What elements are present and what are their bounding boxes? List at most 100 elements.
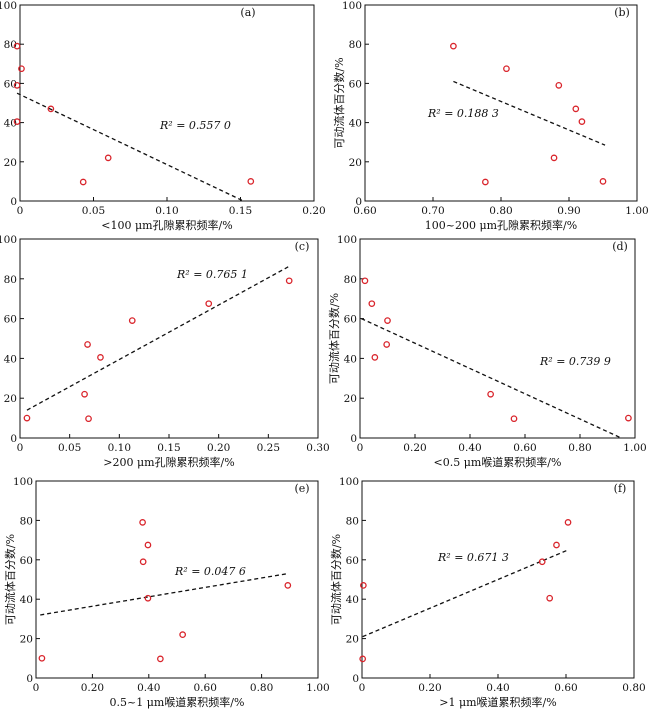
- y-tick-label: 20: [344, 393, 357, 405]
- y-tick-label: 40: [346, 594, 359, 606]
- x-tick-label: 0: [359, 682, 366, 694]
- data-point: [13, 82, 21, 89]
- data-point: [546, 594, 554, 602]
- y-tick-label: 60: [4, 314, 17, 326]
- x-tick-label: 0.30: [306, 442, 329, 454]
- y-tick-label: 80: [349, 39, 362, 51]
- x-tick-label: 0.40: [137, 682, 160, 694]
- data-point: [81, 390, 88, 398]
- x-axis-title: 0.5~1 μm喉道累积频率/%: [110, 695, 245, 709]
- x-tick-label: 0.05: [58, 442, 81, 454]
- x-tick-label: 0.40: [458, 442, 481, 454]
- data-point: [157, 655, 164, 663]
- y-tick-label: 100: [337, 234, 357, 246]
- x-tick-label: 0.60: [353, 205, 376, 217]
- y-axis-title: 可动流体百分数/%: [0, 57, 1, 148]
- y-tick-label: 80: [4, 274, 17, 286]
- y-tick-label: 100: [339, 476, 359, 488]
- y-tick-label: 0: [26, 673, 33, 685]
- chart-panel-4: 0 0.20 0.40 0.60 0.80 1.00 0 20 40 60 80 100 <0.5 μm…: [327, 234, 647, 469]
- y-tick-label: 100: [342, 0, 362, 12]
- y-tick-label: 40: [4, 353, 17, 365]
- y-tick-label: 20: [349, 157, 362, 169]
- y-tick-label: 100: [0, 0, 17, 12]
- y-tick-label: 60: [20, 555, 33, 567]
- trend-line: [16, 92, 244, 202]
- chart-panel-5: 0 0.20 0.40 0.60 0.80 1.00 0 20 40 60 80 100 0.5~1 μ…: [3, 476, 330, 709]
- r-squared-label: R² = 0.188 3: [427, 107, 499, 120]
- plot-frame: [35, 480, 319, 679]
- y-axis-title: 可动流体百分数/%: [329, 534, 343, 625]
- data-point: [503, 65, 510, 73]
- data-point: [128, 317, 136, 324]
- chart-panel-3: 0 0.05 0.10 0.15 0.20 0.25 0.30 0 20 40 60 80 100 >20…: [0, 234, 330, 469]
- x-tick-label: 0.15: [157, 442, 180, 454]
- y-tick-label: 40: [344, 353, 357, 365]
- plot-frame: [19, 4, 315, 202]
- data-point: [368, 300, 376, 308]
- plot-frame: [364, 4, 638, 202]
- x-tick-label: 0.20: [403, 442, 426, 454]
- plot-frame: [19, 238, 319, 439]
- data-point: [550, 154, 558, 162]
- y-tick-label: 0: [352, 673, 359, 685]
- x-tick-label: 0: [17, 442, 24, 454]
- x-tick-label: 0.10: [155, 205, 178, 217]
- trend-line: [40, 572, 288, 616]
- x-tick-label: 0.90: [557, 205, 580, 217]
- x-tick-label: 0.80: [622, 682, 645, 694]
- chart-panel-2: 0.60 0.70 0.80 0.90 1.00 0 20 40 60 80 100 100~200 …: [332, 0, 649, 232]
- y-tick-label: 60: [4, 78, 17, 90]
- data-point: [360, 582, 367, 589]
- y-tick-label: 80: [20, 515, 33, 527]
- data-point: [538, 558, 546, 566]
- y-tick-label: 20: [346, 634, 359, 646]
- data-point: [285, 277, 293, 285]
- data-point: [18, 65, 25, 73]
- y-tick-label: 40: [349, 118, 362, 130]
- chart-panel-1: 0 0.05 0.10 0.15 0.20 0 20 40 60 80 100 <100 μm孔隙累积…: [0, 0, 326, 232]
- data-point: [247, 178, 255, 185]
- data-point: [625, 414, 632, 422]
- x-tick-label: 0.60: [194, 682, 217, 694]
- x-tick-label: 0: [17, 205, 24, 217]
- panel-label: (b): [614, 6, 630, 19]
- x-tick-label: 1.00: [623, 442, 646, 454]
- x-tick-label: 0.25: [257, 442, 280, 454]
- r-squared-label: R² = 0.557 0: [159, 119, 231, 132]
- data-point: [23, 414, 31, 422]
- x-tick-label: 0.60: [554, 682, 577, 694]
- x-tick-label: 0.80: [568, 442, 591, 454]
- data-point: [104, 154, 112, 162]
- y-tick-label: 60: [349, 78, 362, 90]
- y-axis-title: 可动流体百分数/%: [3, 534, 17, 625]
- data-point: [510, 415, 518, 423]
- data-point: [564, 519, 572, 526]
- y-tick-label: 100: [0, 234, 17, 246]
- r-squared-label: R² = 0.671 3: [437, 551, 509, 564]
- panel-label: (e): [294, 482, 309, 495]
- trend-line: [361, 318, 622, 439]
- data-point: [383, 341, 391, 348]
- x-tick-label: 0.20: [418, 682, 441, 694]
- plot-frame: [361, 480, 635, 679]
- trend-line: [362, 549, 569, 638]
- y-tick-label: 20: [4, 393, 17, 405]
- x-tick-label: 0.20: [302, 205, 325, 217]
- data-point: [384, 317, 391, 324]
- x-axis-title: <0.5 μm喉道累积频率/%: [434, 455, 562, 469]
- x-tick-label: 0.60: [513, 442, 536, 454]
- y-tick-label: 40: [20, 594, 33, 606]
- data-point: [599, 178, 607, 185]
- y-tick-label: 80: [346, 515, 359, 527]
- x-tick-label: 0: [357, 442, 364, 454]
- data-point: [47, 105, 55, 113]
- data-point: [578, 118, 586, 125]
- panel-label: (d): [612, 240, 628, 253]
- y-tick-label: 20: [4, 157, 17, 169]
- data-point: [450, 42, 457, 50]
- r-squared-label: R² = 0.047 6: [174, 565, 246, 578]
- data-point: [284, 582, 292, 589]
- y-tick-label: 80: [4, 39, 17, 51]
